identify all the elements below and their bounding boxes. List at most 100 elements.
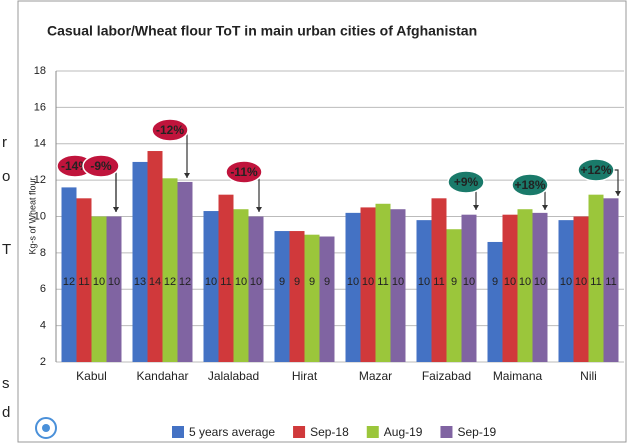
callout	[447, 170, 485, 194]
bar	[147, 151, 163, 362]
side-fragment: r	[2, 134, 7, 151]
bar	[416, 220, 432, 362]
legend-swatch	[440, 426, 453, 438]
side-fragment: s	[2, 375, 10, 392]
legend-swatch	[366, 426, 379, 438]
data-label: 11	[433, 276, 444, 288]
data-label: 10	[418, 276, 430, 288]
bar	[487, 241, 503, 362]
bar	[603, 198, 619, 362]
wfp-logo	[35, 417, 57, 439]
data-label: 10	[575, 276, 587, 288]
data-label: 9	[279, 276, 285, 288]
arrow-head	[473, 205, 479, 210]
bar	[390, 209, 406, 362]
bar	[218, 194, 234, 362]
callout-text: -11%	[230, 165, 258, 179]
bar	[446, 229, 462, 362]
bar	[345, 212, 361, 362]
arrow-head	[113, 207, 119, 212]
bar	[177, 181, 193, 362]
data-label: 10	[463, 276, 475, 288]
bar	[502, 214, 518, 362]
bar	[233, 209, 249, 362]
x-tick-label: Mazar	[359, 369, 392, 383]
data-label: 11	[78, 276, 89, 288]
bar	[532, 212, 548, 362]
legend-label: Aug-19	[384, 425, 423, 439]
chart-title: Casual labor/Wheat flour ToT in main urb…	[47, 23, 477, 39]
data-label: 10	[347, 276, 359, 288]
bar	[319, 236, 335, 362]
data-label: 11	[605, 276, 616, 288]
callout-text: -12%	[156, 123, 184, 137]
data-label: 10	[560, 276, 572, 288]
legend-label: Sep-18	[310, 425, 349, 439]
y-tick-label: 14	[34, 138, 46, 150]
bar	[162, 178, 178, 362]
bar	[274, 231, 290, 362]
data-label: 11	[377, 276, 388, 288]
data-label: 10	[519, 276, 531, 288]
data-label: 10	[504, 276, 516, 288]
data-label: 10	[108, 276, 120, 288]
data-label: 11	[220, 276, 231, 288]
data-label: 10	[235, 276, 247, 288]
data-label: 10	[534, 276, 546, 288]
data-label: 13	[134, 276, 146, 288]
side-fragment: o	[2, 168, 10, 185]
legend-swatch	[293, 426, 306, 438]
data-label: 10	[205, 276, 217, 288]
data-label: 10	[362, 276, 374, 288]
bar	[588, 194, 604, 362]
arrow-head	[256, 207, 262, 212]
callout	[577, 158, 615, 182]
data-label: 10	[250, 276, 262, 288]
legend-swatch	[172, 426, 184, 438]
y-tick-label: 16	[34, 101, 46, 113]
data-label: 11	[590, 276, 601, 288]
data-label: 9	[451, 276, 457, 288]
callout-text: -9%	[90, 159, 112, 173]
callout	[82, 154, 120, 178]
bar	[248, 216, 264, 362]
x-tick-label: Faizabad	[422, 369, 471, 383]
bar	[289, 231, 305, 362]
x-tick-label: Kandahar	[136, 369, 188, 383]
y-tick-label: 4	[40, 320, 46, 332]
callout-text: +18%	[514, 178, 545, 192]
bar	[360, 207, 376, 362]
bar	[203, 211, 219, 362]
callout	[511, 173, 549, 197]
bar	[517, 209, 533, 362]
side-fragment: d	[2, 404, 10, 421]
arrow-head	[542, 205, 548, 210]
bar	[304, 234, 320, 362]
data-label: 12	[179, 276, 191, 288]
side-fragment: T	[2, 241, 11, 258]
callout-text: -14%	[61, 159, 89, 173]
x-tick-label: Nili	[580, 369, 597, 383]
bar	[461, 214, 477, 362]
arrow-head	[615, 191, 621, 196]
bar	[76, 198, 92, 362]
data-label: 12	[164, 276, 176, 288]
legend-label: Sep-19	[457, 425, 496, 439]
data-label: 9	[309, 276, 315, 288]
bar	[91, 216, 107, 362]
callout-text: +12%	[580, 163, 611, 177]
bar	[375, 203, 391, 362]
y-tick-label: 2	[40, 356, 46, 368]
bar	[61, 187, 77, 362]
callout	[225, 160, 263, 184]
x-tick-label: Maimana	[493, 369, 543, 383]
bar	[431, 198, 447, 362]
data-label: 9	[294, 276, 300, 288]
data-label: 9	[492, 276, 498, 288]
y-axis-label: Kg-s of Wheat flour	[27, 177, 37, 254]
bar	[132, 161, 148, 362]
data-label: 14	[149, 276, 161, 288]
bar	[558, 220, 574, 362]
x-tick-label: Jalalabad	[208, 369, 259, 383]
